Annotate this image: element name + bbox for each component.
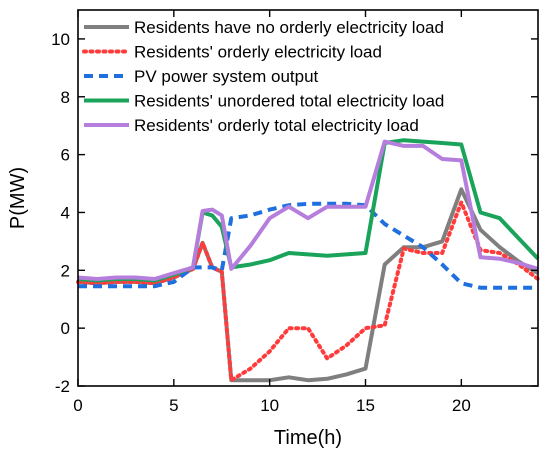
y-tick-label: 6 [61, 146, 70, 165]
series-line-residents-orderly-electricity-load [76, 200, 540, 383]
legend-label: Residents' orderly total electricity loa… [134, 116, 419, 135]
y-tick-label: 2 [61, 261, 70, 280]
y-axis-label: P(MW) [7, 167, 29, 229]
x-axis-label: Time(h) [274, 427, 342, 449]
y-tick-label: 4 [61, 203, 70, 222]
legend-label: Residents' orderly electricity load [134, 43, 382, 62]
legend-label: Residents have no orderly electricity lo… [134, 18, 444, 37]
series-line-residents-orderly-total-electricity-load [77, 139, 539, 281]
series-line-residents-unordered-total-electricity-load [77, 138, 540, 283]
plot-frame [77, 9, 539, 387]
legend-label: Residents' unordered total electricity l… [134, 92, 444, 111]
legend-label: PV power system output [134, 67, 319, 86]
x-tick-label: 15 [356, 396, 375, 415]
y-tick-label: 8 [61, 88, 70, 107]
legend: Residents have no orderly electricity lo… [82, 18, 444, 135]
y-tick-label: 10 [51, 30, 70, 49]
x-tick-label: 0 [73, 396, 82, 415]
x-tick-label: 10 [260, 396, 279, 415]
x-tick-label: 5 [169, 396, 178, 415]
series-layer [76, 138, 540, 383]
y-tick-label: 0 [61, 319, 70, 338]
x-tick-label: 20 [452, 396, 471, 415]
y-tick-label: -2 [55, 377, 70, 396]
